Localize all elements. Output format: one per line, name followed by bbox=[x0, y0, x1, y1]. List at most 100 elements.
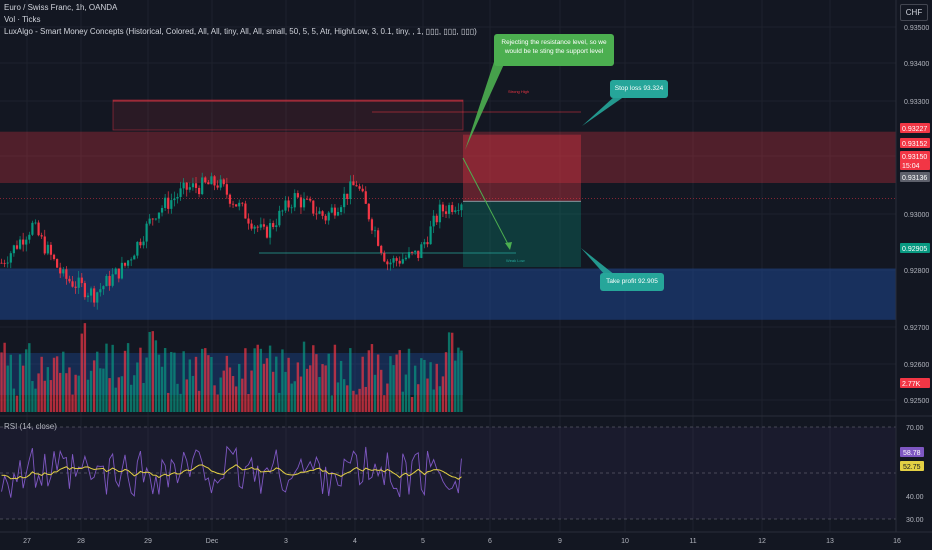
volume-bar bbox=[460, 350, 463, 412]
volume-indicator-title[interactable]: Vol · Ticks bbox=[4, 15, 41, 24]
volume-bar bbox=[407, 348, 411, 412]
candle-body bbox=[52, 254, 56, 260]
candle bbox=[315, 206, 318, 220]
volume-bar bbox=[170, 351, 173, 412]
candle bbox=[43, 229, 46, 256]
candle bbox=[265, 225, 269, 239]
symbol-title[interactable]: Euro / Swiss Franc, 1h, OANDA bbox=[4, 3, 118, 12]
volume-bar bbox=[148, 331, 151, 412]
volume-bar bbox=[219, 377, 222, 412]
volume-bar bbox=[21, 365, 25, 412]
volume-bar bbox=[216, 394, 219, 412]
volume-bar bbox=[327, 353, 330, 412]
volume-bar bbox=[361, 356, 364, 412]
smc-indicator-title[interactable]: LuxAlgo - Smart Money Concepts (Historic… bbox=[4, 27, 477, 36]
candle-body bbox=[247, 218, 250, 224]
price-tick-label: 0.93300 bbox=[904, 99, 929, 106]
candle-body bbox=[77, 277, 80, 288]
rsi-badge-label: 58.78 bbox=[903, 450, 921, 457]
volume-bars bbox=[0, 323, 463, 412]
candle-body bbox=[327, 212, 330, 221]
candle-body bbox=[441, 204, 445, 212]
volume-bar bbox=[370, 344, 374, 412]
candle-body bbox=[235, 204, 238, 207]
volume-bar bbox=[318, 377, 321, 412]
candle bbox=[22, 232, 25, 252]
volume-bar bbox=[176, 383, 179, 412]
candle-body bbox=[330, 207, 333, 213]
price-badge-label: 0.93152 bbox=[902, 141, 927, 148]
volume-bar bbox=[167, 392, 170, 412]
volume-bar bbox=[194, 356, 198, 412]
candle-body bbox=[185, 182, 188, 190]
volume-bar bbox=[28, 343, 31, 412]
candle bbox=[154, 218, 157, 221]
candle-body bbox=[244, 203, 247, 219]
volume-bar bbox=[256, 344, 259, 412]
candle-body bbox=[160, 207, 164, 213]
volume-bar bbox=[290, 383, 293, 412]
rsi-pane-title[interactable]: RSI (14, close) bbox=[4, 422, 57, 431]
candle bbox=[139, 238, 142, 249]
candle-body bbox=[176, 196, 179, 199]
volume-bar bbox=[447, 332, 451, 412]
volume-bar bbox=[62, 351, 65, 412]
candle-body bbox=[28, 234, 31, 240]
candle-body bbox=[0, 262, 3, 264]
volume-bar bbox=[99, 368, 102, 412]
volume-bar bbox=[429, 362, 432, 412]
candle bbox=[142, 236, 145, 249]
callout-rejecting-tail bbox=[465, 62, 505, 150]
volume-bar bbox=[129, 384, 133, 412]
volume-bar bbox=[92, 360, 96, 412]
candle-body bbox=[191, 183, 195, 188]
rsi-badge bbox=[900, 447, 924, 457]
volume-bar bbox=[151, 331, 154, 412]
candle bbox=[417, 250, 420, 262]
candle bbox=[284, 196, 287, 213]
candle bbox=[86, 292, 90, 303]
candle bbox=[336, 207, 340, 217]
volume-bar bbox=[114, 387, 117, 412]
price-tick-label: 0.93500 bbox=[904, 25, 929, 32]
time-tick-label: 9 bbox=[558, 538, 562, 545]
candle-body bbox=[231, 203, 235, 205]
candle bbox=[299, 194, 303, 214]
candle bbox=[89, 286, 93, 303]
candle-body bbox=[256, 226, 259, 228]
time-tick-label: 10 bbox=[621, 538, 629, 545]
candle-body bbox=[361, 188, 364, 192]
candle-body bbox=[99, 289, 102, 293]
volume-bar bbox=[426, 378, 429, 412]
candle bbox=[275, 218, 278, 232]
volume-bar bbox=[207, 355, 210, 412]
candle bbox=[278, 205, 281, 228]
candle bbox=[253, 225, 256, 234]
candle-body bbox=[83, 283, 86, 298]
time-tick-label: 13 bbox=[826, 538, 834, 545]
volume-bar bbox=[83, 323, 87, 412]
volume-bar bbox=[204, 348, 207, 412]
price-badge-label: 2.77K bbox=[902, 381, 921, 388]
volume-bar bbox=[89, 370, 93, 412]
volume-bar bbox=[417, 384, 420, 412]
volume-bar bbox=[380, 369, 383, 412]
support-zone bbox=[0, 268, 896, 320]
candle bbox=[102, 285, 105, 295]
volume-bar bbox=[302, 341, 306, 412]
candle-body bbox=[68, 278, 71, 282]
price-badge bbox=[900, 378, 930, 388]
volume-bar bbox=[191, 375, 195, 412]
candle bbox=[392, 255, 395, 268]
candle bbox=[268, 218, 272, 245]
volume-bar bbox=[346, 385, 349, 412]
candle-body bbox=[80, 277, 83, 284]
candle bbox=[404, 254, 407, 261]
currency-button[interactable]: CHF bbox=[900, 4, 928, 21]
candle bbox=[238, 199, 241, 211]
volume-bar bbox=[438, 386, 442, 412]
candle bbox=[83, 280, 86, 300]
time-tick-label: 12 bbox=[758, 538, 766, 545]
